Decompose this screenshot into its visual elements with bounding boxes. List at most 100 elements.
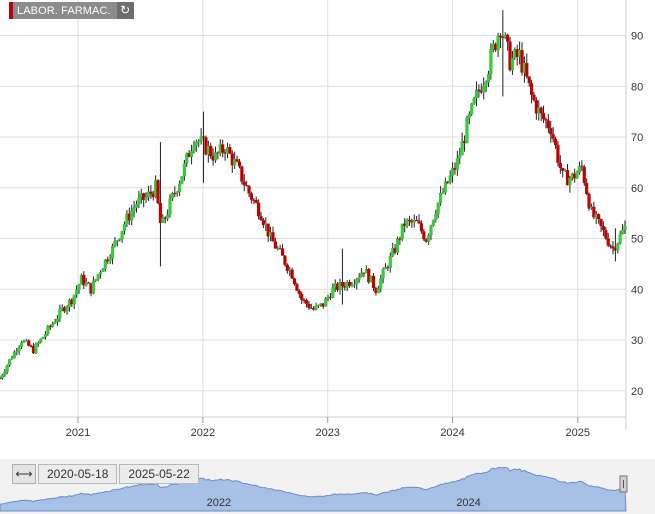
candle-body (319, 303, 323, 305)
y-tick-label: 30 (631, 335, 643, 347)
candle-body (144, 197, 148, 201)
end-date-field[interactable]: 2025-05-22 (119, 464, 199, 484)
candle-body (17, 346, 21, 352)
candle-body (96, 274, 100, 280)
candle-up (460, 132, 464, 156)
candle-up (486, 70, 491, 88)
candle-body (438, 192, 443, 203)
candle-body (204, 137, 208, 155)
candle-up (503, 32, 507, 40)
candle-body (264, 223, 268, 226)
candle-body (297, 290, 301, 294)
candle-body (187, 153, 191, 157)
grid-lines (0, 0, 627, 430)
candle-down (70, 297, 74, 308)
candle-body (601, 226, 606, 231)
candle-down (312, 305, 316, 311)
y-tick-label: 70 (631, 132, 643, 144)
candle-up (7, 359, 12, 367)
candle-body (419, 223, 424, 232)
range-arrows-icon[interactable]: ⟷ (12, 464, 36, 484)
candle-body (36, 342, 40, 344)
candle-body (60, 307, 64, 309)
candle-body (228, 147, 232, 154)
candle-up (319, 303, 323, 307)
candle-down (587, 192, 591, 211)
candle-up (5, 364, 9, 375)
candle-body (541, 113, 546, 120)
candle-up (568, 175, 572, 193)
x-tick-label: 2022 (191, 427, 215, 439)
candle-body (98, 271, 103, 275)
candle-body (201, 136, 206, 138)
candle-up (577, 161, 582, 175)
candle-body (599, 219, 603, 227)
candle-body (158, 203, 163, 223)
candle-body (189, 151, 194, 157)
x-tick-label: 2025 (566, 427, 590, 439)
candle-up (139, 188, 143, 204)
candle-down (573, 168, 577, 183)
candle-body (151, 193, 155, 198)
candle-up (518, 41, 522, 65)
candle-body (15, 351, 19, 353)
candle-body (283, 255, 287, 265)
candle-body (525, 63, 529, 77)
candle-up (288, 266, 292, 277)
candle-up (12, 350, 16, 359)
candle-up (369, 275, 373, 283)
candle-down (235, 155, 239, 163)
candle-body (381, 269, 385, 279)
candle-up (589, 203, 594, 210)
candle-body (489, 49, 493, 75)
candle-up (60, 304, 64, 312)
candle-up (345, 280, 349, 291)
candle-body (221, 144, 225, 153)
candle-body (340, 282, 345, 287)
candle-body (142, 193, 146, 201)
candle-body (237, 161, 242, 167)
candle-body (0, 378, 2, 380)
candle-down (292, 277, 297, 286)
candle-body (182, 163, 186, 177)
candle-body (132, 207, 136, 212)
candle-down (604, 226, 608, 240)
candle-body (288, 269, 292, 271)
candle-up (161, 214, 165, 224)
candle-body (91, 280, 95, 294)
candle-up (513, 47, 517, 60)
candle-body (254, 199, 258, 203)
candle-body (118, 238, 122, 241)
candle-up (338, 278, 342, 295)
y-tick-label: 60 (631, 183, 643, 195)
candle-up (331, 283, 335, 299)
candle-body (458, 155, 462, 159)
candle-down (31, 342, 36, 355)
candle-body (594, 214, 598, 218)
candle-body (510, 57, 515, 71)
candle-down (611, 240, 615, 255)
candle-body (77, 284, 81, 290)
candle-body (312, 307, 316, 310)
candle-body (331, 287, 335, 298)
candle-body (359, 272, 364, 277)
candle-body (249, 193, 254, 200)
candle-up (115, 239, 119, 247)
candle-down (515, 44, 519, 66)
candle-body (115, 240, 119, 242)
candle-up (79, 273, 84, 285)
candle-up (98, 270, 103, 279)
candle-body (355, 279, 359, 285)
start-date-field[interactable]: 2020-05-18 (38, 464, 118, 484)
candle-down (541, 105, 546, 124)
candle-up (177, 180, 182, 197)
refresh-icon[interactable]: ↻ (116, 2, 134, 19)
candle-body (194, 141, 198, 146)
candle-body (3, 371, 7, 376)
candle-down (462, 135, 467, 152)
candle-down (0, 376, 2, 380)
candle-up (53, 318, 57, 325)
candle-body (345, 281, 349, 288)
candle-body (374, 288, 378, 294)
candle-down (302, 298, 306, 304)
